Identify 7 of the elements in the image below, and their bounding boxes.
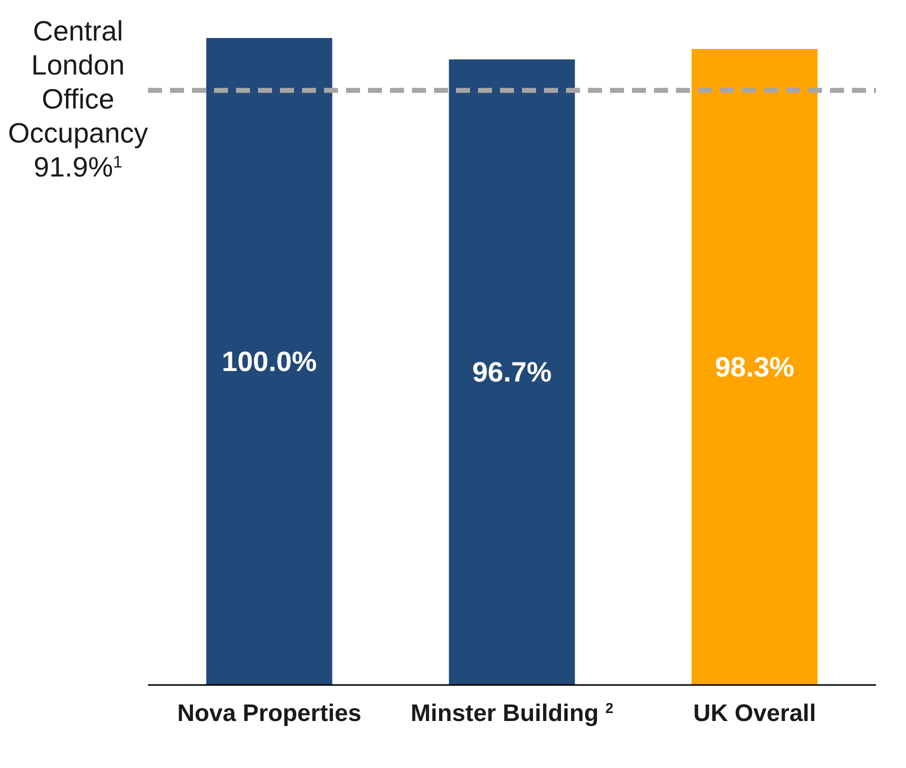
x-tick-label: Nova Properties bbox=[177, 700, 362, 727]
x-tick-label: UK Overall bbox=[693, 700, 816, 727]
data-label: 96.7% bbox=[472, 356, 552, 388]
x-tick-label: Minster Building $^{2}$ bbox=[410, 700, 614, 727]
data-label: 100.0% bbox=[222, 346, 317, 377]
data-label: 98.3% bbox=[714, 352, 794, 382]
ref-line-label: Central London Office Occupancy 91.9%$^{1}$ bbox=[8, 15, 148, 182]
